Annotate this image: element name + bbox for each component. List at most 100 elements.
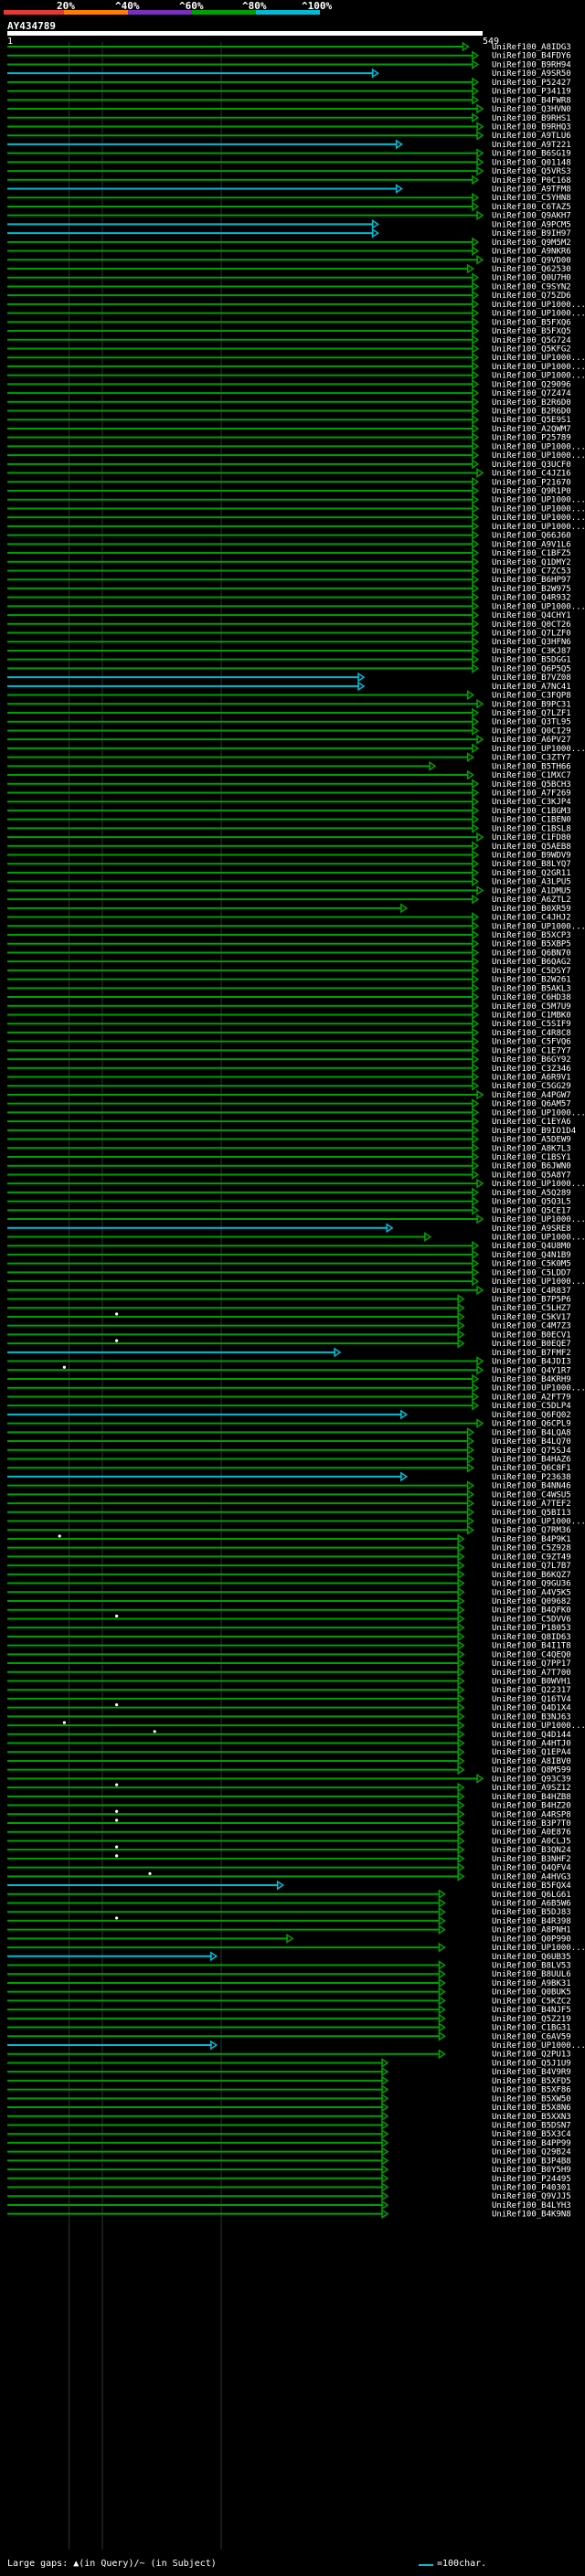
hit-row[interactable]: UniRef100_C6AV59	[7, 2030, 571, 2041]
hit-label[interactable]: UniRef100_Q5VRS3	[492, 167, 571, 176]
hit-label[interactable]: UniRef100_A9SZ12	[492, 1784, 571, 1793]
hit-row[interactable]: UniRef100_A6ZTL2	[7, 894, 571, 905]
hit-label[interactable]: UniRef100_C4JHJ2	[492, 914, 571, 923]
hit-label[interactable]: UniRef100_Q4CHY1	[492, 611, 571, 620]
hit-row[interactable]: UniRef100_A1DMU5	[7, 885, 571, 896]
hit-row[interactable]: UniRef100_UP1000...	[7, 1942, 585, 1953]
hit-row[interactable]: UniRef100_A5DEW9	[7, 1134, 571, 1145]
hit-row[interactable]: UniRef100_C5LHZ7	[7, 1302, 571, 1313]
hit-row[interactable]: UniRef100_UP1000...	[7, 1232, 585, 1242]
hit-row[interactable]: UniRef100_Q5A8Y7	[7, 1170, 571, 1180]
hit-label[interactable]: UniRef100_B0ECV1	[492, 1330, 571, 1340]
hit-label[interactable]: UniRef100_B4V9R9	[492, 2068, 571, 2077]
hit-row[interactable]: UniRef100_C4WSU5	[7, 1489, 571, 1500]
hit-row[interactable]: UniRef100_B4R398	[7, 1915, 571, 1926]
hit-label[interactable]: UniRef100_UP1000...	[492, 1384, 585, 1394]
hit-row[interactable]: UniRef100_Q5Z219	[7, 2013, 571, 2024]
hit-label[interactable]: UniRef100_B9RHQ3	[492, 122, 571, 132]
hit-row[interactable]: UniRef100_A7NC41	[7, 681, 571, 692]
hit-row[interactable]: UniRef100_UP1000...	[7, 1107, 585, 1118]
hit-row[interactable]: UniRef100_Q4R932	[7, 592, 571, 603]
hit-row[interactable]: UniRef100_Q6BN70	[7, 948, 571, 958]
hit-row[interactable]: UniRef100_C5DVV6	[7, 1614, 571, 1625]
hit-row[interactable]: UniRef100_Q5VRS3	[7, 165, 571, 176]
hit-row[interactable]: UniRef100_Q0U7H0	[7, 272, 571, 283]
hit-row[interactable]: UniRef100_B5FXQ6	[7, 316, 571, 327]
hit-label[interactable]: UniRef100_C1BFZ5	[492, 549, 571, 558]
hit-label[interactable]: UniRef100_Q5Q3L5	[492, 1198, 571, 1207]
hit-label[interactable]: UniRef100_B4JDI3	[492, 1358, 571, 1367]
hit-label[interactable]: UniRef100_Q9AKH7	[492, 212, 571, 221]
hit-row[interactable]: UniRef100_B9IO1D4	[7, 1125, 576, 1136]
hit-row[interactable]: UniRef100_A5Q289	[7, 1187, 571, 1198]
hit-label[interactable]: UniRef100_P18053	[492, 1624, 571, 1633]
hit-label[interactable]: UniRef100_B8UUL6	[492, 1970, 571, 1979]
hit-label[interactable]: UniRef100_UP1000...	[492, 442, 585, 451]
hit-row[interactable]: UniRef100_Q9VD00	[7, 254, 571, 265]
hit-label[interactable]: UniRef100_A4PGW7	[492, 1091, 571, 1100]
hit-row[interactable]: UniRef100_UP1000...	[7, 1383, 585, 1394]
hit-row[interactable]: UniRef100_C4M7Z3	[7, 1320, 571, 1331]
hit-label[interactable]: UniRef100_Q0P990	[492, 1935, 571, 1944]
hit-label[interactable]: UniRef100_P25789	[492, 434, 571, 443]
hit-label[interactable]: UniRef100_B4NJF5	[492, 2006, 571, 2015]
hit-row[interactable]: UniRef100_Q93C39	[7, 1773, 571, 1784]
hit-row[interactable]: UniRef100_B4LYH3	[7, 2200, 571, 2210]
hit-row[interactable]: UniRef100_C1BEN0	[7, 814, 571, 825]
hit-row[interactable]: UniRef100_C1MBK0	[7, 1010, 571, 1020]
hit-row[interactable]: UniRef100_B7VZ08	[7, 672, 571, 683]
hit-label[interactable]: UniRef100_B5X8N6	[492, 2104, 571, 2113]
hit-row[interactable]: UniRef100_B4KRH9	[7, 1373, 571, 1384]
hit-label[interactable]: UniRef100_UP1000...	[492, 310, 585, 319]
hit-label[interactable]: UniRef100_A8IDG3	[492, 43, 571, 52]
hit-row[interactable]: UniRef100_P23638	[7, 1471, 571, 1482]
hit-label[interactable]: UniRef100_A9SRE8	[492, 1224, 571, 1234]
hit-row[interactable]: UniRef100_B4PP99	[7, 2137, 571, 2148]
hit-label[interactable]: UniRef100_C5LDD7	[492, 1268, 571, 1277]
hit-label[interactable]: UniRef100_B4FWR8	[492, 96, 571, 105]
hit-label[interactable]: UniRef100_UP1000...	[492, 2041, 585, 2051]
hit-label[interactable]: UniRef100_B2R6D0	[492, 408, 571, 417]
hit-row[interactable]: UniRef100_Q9VJJ5	[7, 2190, 571, 2201]
hit-label[interactable]: UniRef100_Q9R1P0	[492, 487, 571, 496]
hit-label[interactable]: UniRef100_C5GG29	[492, 1082, 571, 1091]
hit-row[interactable]: UniRef100_C5SIF9	[7, 1018, 571, 1029]
hit-row[interactable]: UniRef100_Q7L7B7	[7, 1560, 571, 1571]
hit-label[interactable]: UniRef100_Q6BN70	[492, 949, 571, 958]
hit-label[interactable]: UniRef100_A0E876	[492, 1829, 571, 1838]
hit-row[interactable]: UniRef100_B5FQX4	[7, 1880, 571, 1891]
hit-label[interactable]: UniRef100_Q5AEB8	[492, 843, 571, 852]
hit-row[interactable]: UniRef100_C1MXC7	[7, 769, 571, 780]
hit-row[interactable]: UniRef100_B2W975	[7, 583, 571, 594]
hit-label[interactable]: UniRef100_A4HTJ0	[492, 1740, 571, 1749]
hit-label[interactable]: UniRef100_B4LQ70	[492, 1437, 571, 1447]
hit-label[interactable]: UniRef100_Q4U8M0	[492, 1242, 571, 1251]
hit-row[interactable]: UniRef100_C6TAZ5	[7, 201, 571, 212]
hit-label[interactable]: UniRef100_B3P7T0	[492, 1819, 571, 1829]
hit-label[interactable]: UniRef100_Q6C8F1	[492, 1464, 571, 1473]
hit-row[interactable]: UniRef100_C7ZC53	[7, 566, 571, 576]
hit-label[interactable]: UniRef100_UP1000...	[492, 504, 585, 514]
hit-label[interactable]: UniRef100_A2QWM7	[492, 425, 571, 434]
hit-row[interactable]: UniRef100_UP1000...	[7, 600, 585, 611]
hit-row[interactable]: UniRef100_UP1000...	[7, 1720, 585, 1731]
hit-row[interactable]: UniRef100_Q6P5Q5	[7, 663, 571, 673]
hit-row[interactable]: UniRef100_UP1000...	[7, 743, 585, 754]
hit-row[interactable]: UniRef100_B5DGG1	[7, 654, 571, 665]
hit-label[interactable]: UniRef100_B6JWN0	[492, 1162, 571, 1171]
hit-row[interactable]: UniRef100_B9PC31	[7, 698, 571, 709]
hit-row[interactable]: UniRef100_Q9M5M2	[7, 237, 571, 248]
hit-row[interactable]: UniRef100_C4QEQ0	[7, 1648, 571, 1659]
hit-row[interactable]: UniRef100_B5XBP5	[7, 938, 571, 949]
hit-label[interactable]: UniRef100_UP1000...	[492, 1722, 585, 1731]
hit-label[interactable]: UniRef100_UP1000...	[492, 496, 585, 505]
hit-row[interactable]: UniRef100_C9SYN2	[7, 281, 571, 292]
hit-row[interactable]: UniRef100_UP1000...	[7, 494, 585, 505]
hit-row[interactable]: UniRef100_C6HD38	[7, 991, 571, 1002]
hit-label[interactable]: UniRef100_Q3HFN6	[492, 638, 571, 647]
hit-row[interactable]: UniRef100_Q4CHY1	[7, 610, 571, 620]
hit-row[interactable]: UniRef100_C5KV17	[7, 1311, 571, 1322]
hit-label[interactable]: UniRef100_Q4D1X4	[492, 1704, 571, 1713]
hit-row[interactable]: UniRef100_B5FXQ5	[7, 325, 571, 336]
hit-label[interactable]: UniRef100_Q09682	[492, 1597, 571, 1606]
